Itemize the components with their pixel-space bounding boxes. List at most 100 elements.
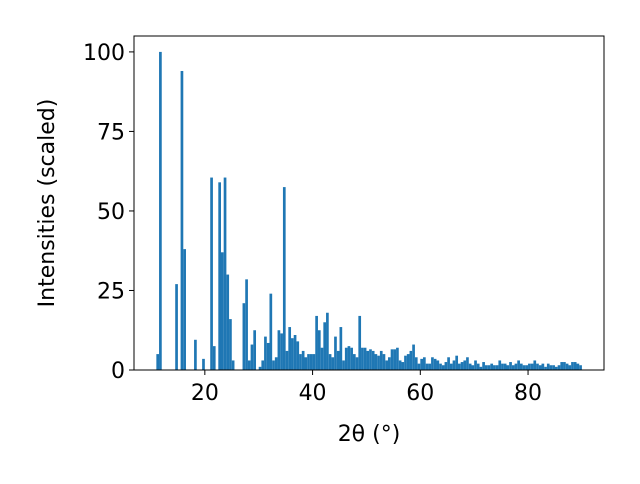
bar bbox=[274, 357, 278, 370]
bar bbox=[323, 322, 327, 370]
bar bbox=[409, 350, 413, 370]
bar bbox=[369, 349, 372, 370]
bar bbox=[474, 360, 477, 370]
bar bbox=[482, 362, 485, 370]
bar bbox=[366, 350, 370, 370]
bar bbox=[250, 344, 254, 370]
bar bbox=[444, 362, 448, 370]
bar bbox=[194, 339, 197, 370]
bar bbox=[565, 363, 569, 370]
x-tick-label: 80 bbox=[514, 381, 542, 406]
bar bbox=[371, 350, 375, 370]
bar bbox=[417, 363, 421, 370]
bar bbox=[269, 293, 273, 370]
bar bbox=[568, 365, 572, 370]
bar bbox=[277, 330, 281, 370]
bar bbox=[576, 363, 580, 370]
bar bbox=[420, 358, 424, 370]
bar bbox=[358, 315, 362, 370]
bar bbox=[447, 357, 450, 370]
bar bbox=[342, 360, 345, 370]
bar bbox=[439, 363, 442, 370]
y-axis-label: Intensities (scaled) bbox=[35, 99, 60, 308]
bar bbox=[387, 357, 391, 370]
bar bbox=[291, 338, 294, 370]
bar bbox=[315, 315, 318, 370]
x-axis-label: 2θ (°) bbox=[338, 422, 401, 447]
bar bbox=[272, 360, 275, 370]
bar bbox=[175, 284, 178, 370]
bar bbox=[428, 363, 432, 370]
bar bbox=[498, 360, 502, 370]
bar bbox=[436, 360, 440, 370]
bar bbox=[571, 362, 574, 370]
bar bbox=[514, 363, 518, 370]
bar bbox=[299, 354, 302, 370]
bar bbox=[490, 363, 494, 370]
bar bbox=[226, 274, 230, 370]
bar bbox=[183, 249, 186, 370]
bar bbox=[573, 362, 577, 370]
y-tick-label: 50 bbox=[97, 200, 125, 225]
bar bbox=[487, 365, 491, 370]
bar bbox=[519, 363, 523, 370]
bar bbox=[552, 365, 555, 370]
bar bbox=[326, 312, 329, 370]
bar bbox=[312, 354, 316, 370]
bar bbox=[452, 360, 456, 370]
bar bbox=[261, 360, 265, 370]
bar bbox=[493, 365, 496, 370]
bar bbox=[264, 336, 267, 370]
bar bbox=[210, 177, 213, 370]
bar bbox=[382, 354, 386, 370]
bar bbox=[541, 363, 545, 370]
bar bbox=[202, 358, 205, 370]
y-tick-label: 75 bbox=[97, 120, 125, 145]
bar bbox=[229, 319, 232, 370]
bar bbox=[344, 347, 348, 370]
axes-frame bbox=[133, 35, 605, 371]
x-tick-label: 40 bbox=[299, 381, 327, 406]
bar bbox=[379, 350, 383, 370]
bar bbox=[309, 354, 313, 370]
bar bbox=[414, 357, 418, 370]
y-tick-label: 0 bbox=[111, 359, 125, 384]
bar bbox=[563, 362, 566, 370]
bar bbox=[557, 365, 561, 370]
bar bbox=[401, 362, 405, 370]
bar bbox=[355, 357, 359, 370]
bar bbox=[285, 350, 289, 370]
bar bbox=[288, 327, 292, 370]
bar bbox=[223, 177, 227, 370]
bar bbox=[374, 354, 378, 370]
bar bbox=[245, 279, 248, 370]
bar bbox=[218, 182, 221, 370]
bar bbox=[554, 366, 558, 370]
bar bbox=[468, 363, 472, 370]
bar bbox=[258, 366, 262, 370]
bar bbox=[339, 327, 343, 370]
bar bbox=[458, 363, 461, 370]
bar bbox=[282, 187, 286, 370]
y-tick-label: 25 bbox=[97, 279, 125, 304]
bar bbox=[180, 70, 184, 370]
bar bbox=[536, 363, 539, 370]
bar bbox=[304, 357, 308, 370]
bar bbox=[396, 347, 399, 370]
bar bbox=[503, 363, 507, 370]
bar bbox=[560, 362, 564, 370]
bar bbox=[433, 358, 437, 370]
bar bbox=[280, 333, 283, 370]
bar bbox=[363, 347, 367, 370]
bar bbox=[390, 349, 394, 370]
bar bbox=[479, 366, 483, 370]
bar bbox=[328, 354, 332, 370]
bar bbox=[317, 330, 321, 370]
bar bbox=[266, 342, 270, 370]
bar bbox=[159, 51, 162, 371]
y-tick-label: 100 bbox=[83, 41, 125, 66]
bar bbox=[509, 362, 512, 370]
bar bbox=[253, 330, 257, 370]
bar bbox=[412, 344, 415, 370]
